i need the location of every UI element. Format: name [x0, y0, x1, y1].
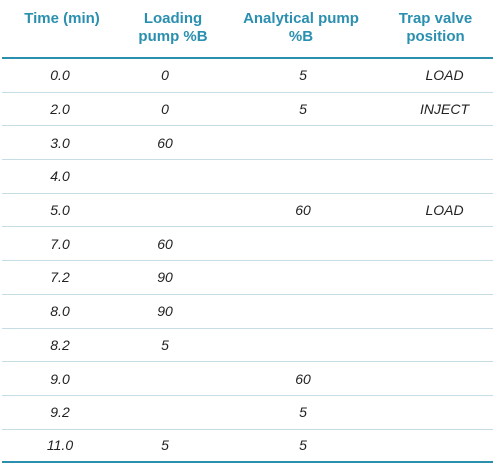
cell-time: 5.0 — [50, 202, 70, 219]
table-row: 8.0 90 — [2, 295, 493, 329]
cell-time: 0.0 — [50, 67, 70, 84]
cell-time: 8.2 — [50, 336, 70, 353]
header-trap-valve: Trap valve position — [398, 10, 473, 45]
cell-time: 7.2 — [50, 269, 70, 286]
cell-time: 9.2 — [50, 404, 70, 421]
cell-loading-pump: 5 — [161, 336, 169, 353]
cell-analytical-pump: 5 — [299, 437, 307, 454]
cell-loading-pump: 5 — [161, 437, 169, 454]
cell-time: 8.0 — [50, 303, 70, 320]
cell-loading-pump: 90 — [157, 303, 173, 320]
cell-trap-valve: LOAD — [425, 202, 464, 219]
header-time: Time (min) — [24, 10, 100, 27]
table-row: 7.2 90 — [2, 261, 493, 295]
table-row: 2.0 0 5 INJECT — [2, 93, 493, 127]
cell-analytical-pump: 60 — [295, 202, 311, 219]
gradient-table: Time (min) Loading pump %B Analytical pu… — [2, 0, 493, 464]
cell-time: 4.0 — [50, 168, 70, 185]
cell-analytical-pump: 60 — [295, 370, 311, 387]
table-row: 0.0 0 5 LOAD — [2, 59, 493, 93]
table-row: 9.0 60 — [2, 362, 493, 396]
header-loading-pump: Loading pump %B — [138, 10, 208, 45]
cell-analytical-pump: 5 — [299, 404, 307, 421]
cell-analytical-pump: 5 — [299, 101, 307, 118]
cell-loading-pump: 60 — [157, 134, 173, 151]
cell-time: 7.0 — [50, 235, 70, 252]
cell-time: 3.0 — [50, 134, 70, 151]
cell-trap-valve: LOAD — [425, 67, 464, 84]
cell-loading-pump: 0 — [161, 101, 169, 118]
cell-trap-valve: INJECT — [420, 101, 469, 118]
cell-time: 2.0 — [50, 101, 70, 118]
table-row: 5.0 60 LOAD — [2, 194, 493, 228]
cell-loading-pump: 60 — [157, 235, 173, 252]
table-row: 8.2 5 — [2, 329, 493, 363]
table-row: 9.2 5 — [2, 396, 493, 430]
table-body: 0.0 0 5 LOAD 2.0 0 5 INJECT 3.0 60 4.0 5.0 60 LOAD 7.0… — [2, 59, 493, 464]
table-header: Time (min) Loading pump %B Analytical pu… — [2, 0, 493, 59]
table-row: 7.0 60 — [2, 227, 493, 262]
cell-loading-pump: 90 — [157, 269, 173, 286]
header-analytical-pump: Analytical pump %B — [243, 10, 359, 45]
table-row: 3.0 60 — [2, 126, 493, 161]
cell-loading-pump: 0 — [161, 67, 169, 84]
table-row: 4.0 — [2, 160, 493, 194]
cell-analytical-pump: 5 — [299, 67, 307, 84]
cell-time: 11.0 — [46, 437, 74, 454]
table-row: 11.0 5 5 — [2, 430, 493, 464]
cell-time: 9.0 — [50, 370, 70, 387]
